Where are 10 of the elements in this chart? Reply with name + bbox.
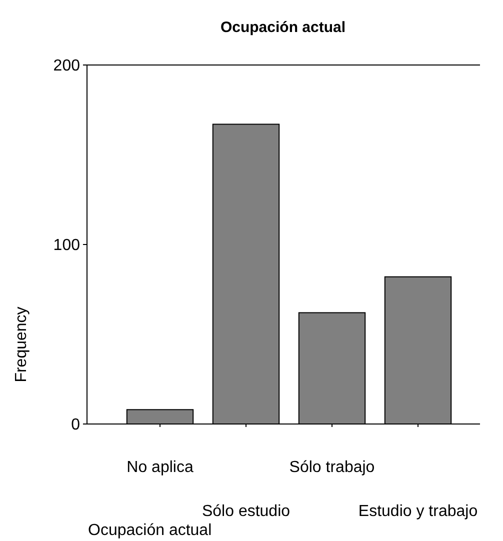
y-tick-label: 100	[53, 237, 80, 254]
x-tick-label: No aplica	[126, 459, 194, 476]
y-tick-label: 0	[71, 416, 80, 434]
y-axis-title: Frequency	[13, 306, 30, 382]
chart-title: Ocupación actual	[220, 19, 346, 36]
y-tick-label: 200	[53, 58, 80, 75]
x-tick-label: Sólo estudio	[202, 503, 290, 520]
x-tick-label: Sólo trabajo	[289, 459, 375, 476]
x-tick-label: Estudio y trabajo	[358, 503, 478, 520]
x-axis-title: Ocupación actual	[88, 522, 212, 539]
